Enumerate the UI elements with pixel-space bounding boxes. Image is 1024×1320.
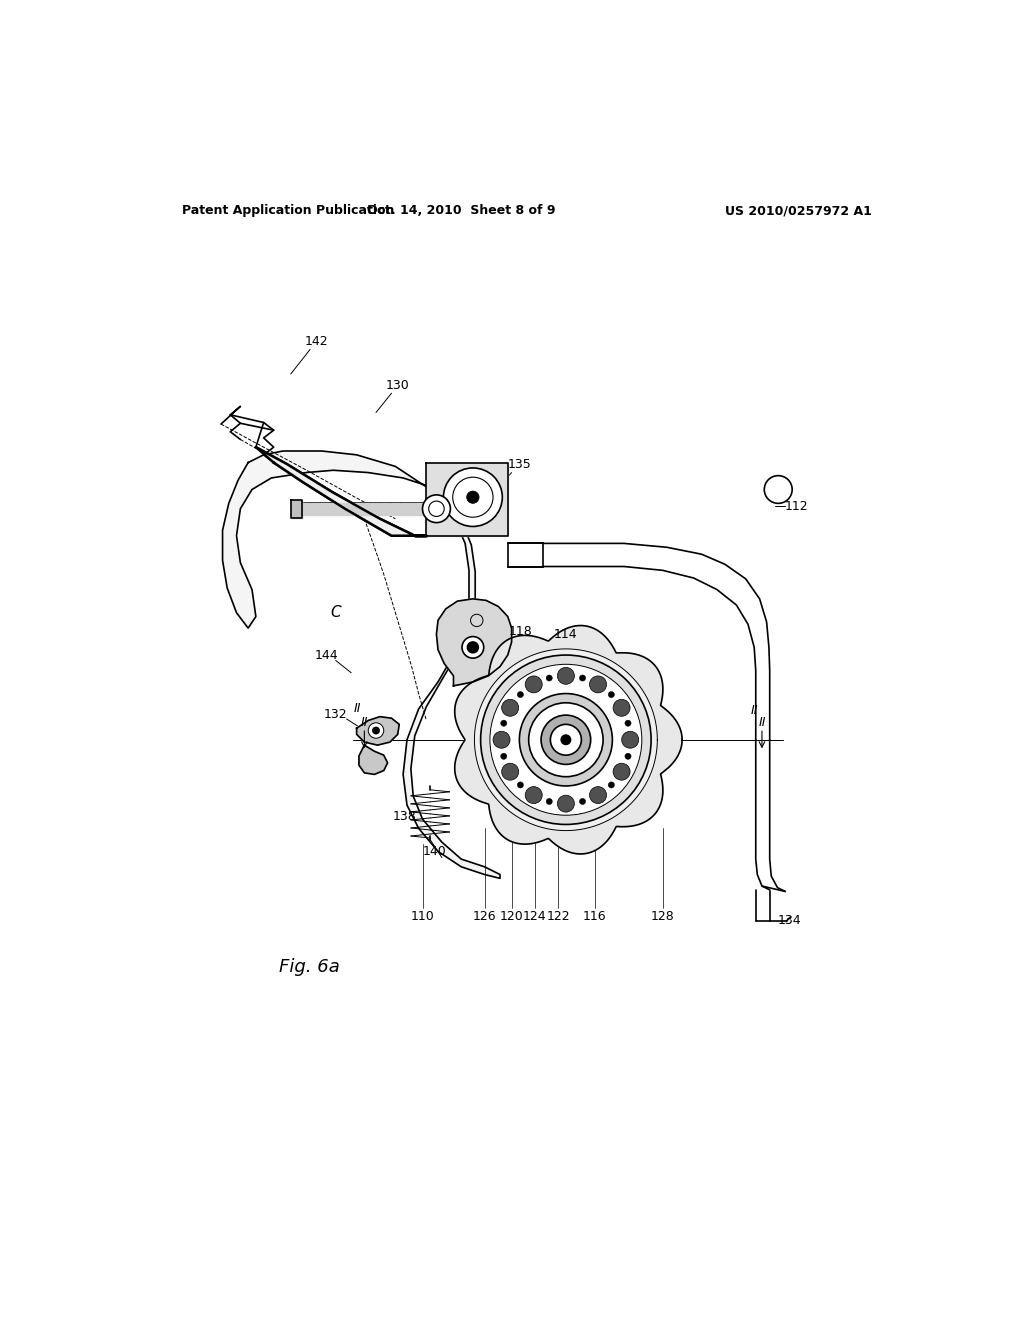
Text: II: II: [360, 717, 368, 730]
Polygon shape: [291, 499, 302, 517]
Circle shape: [373, 727, 379, 734]
Polygon shape: [222, 451, 500, 878]
Text: C: C: [331, 605, 341, 620]
Text: 132: 132: [324, 708, 347, 721]
Circle shape: [489, 664, 642, 816]
Circle shape: [480, 655, 651, 825]
Polygon shape: [436, 599, 512, 686]
Text: 118: 118: [509, 626, 532, 639]
Text: 135: 135: [508, 458, 531, 471]
Polygon shape: [474, 649, 657, 830]
Circle shape: [541, 715, 591, 764]
Circle shape: [501, 754, 507, 759]
Circle shape: [608, 692, 614, 698]
Polygon shape: [426, 462, 508, 536]
Text: 122: 122: [547, 911, 570, 924]
Circle shape: [557, 795, 574, 812]
Circle shape: [608, 781, 614, 788]
Text: 116: 116: [583, 911, 606, 924]
Circle shape: [764, 475, 793, 503]
Circle shape: [546, 799, 552, 805]
Circle shape: [550, 725, 582, 755]
Circle shape: [462, 636, 483, 659]
Text: 140: 140: [422, 845, 446, 858]
Text: 126: 126: [473, 911, 497, 924]
Circle shape: [501, 721, 507, 726]
Text: 128: 128: [651, 911, 675, 924]
Polygon shape: [256, 447, 426, 536]
Text: 120: 120: [500, 911, 523, 924]
Circle shape: [528, 702, 603, 776]
Circle shape: [443, 469, 503, 527]
Circle shape: [525, 676, 543, 693]
Circle shape: [517, 781, 523, 788]
Text: 142: 142: [304, 335, 328, 348]
Text: II: II: [758, 717, 766, 730]
Text: Patent Application Publication: Patent Application Publication: [182, 205, 394, 218]
Circle shape: [580, 799, 586, 805]
Circle shape: [502, 700, 519, 717]
Circle shape: [467, 642, 478, 653]
Text: 114: 114: [554, 628, 578, 640]
Circle shape: [525, 787, 543, 804]
Circle shape: [546, 675, 552, 681]
Text: 134: 134: [777, 915, 801, 927]
Circle shape: [369, 723, 384, 738]
Circle shape: [625, 754, 631, 759]
Text: II: II: [353, 702, 361, 715]
Text: II: II: [751, 704, 758, 717]
Text: Fig. 6a: Fig. 6a: [280, 958, 340, 975]
Circle shape: [423, 495, 451, 523]
Text: Oct. 14, 2010  Sheet 8 of 9: Oct. 14, 2010 Sheet 8 of 9: [367, 205, 555, 218]
Circle shape: [622, 731, 639, 748]
Text: 112: 112: [784, 500, 808, 513]
Polygon shape: [356, 717, 399, 744]
Circle shape: [590, 676, 606, 693]
Text: 110: 110: [411, 911, 434, 924]
Text: US 2010/0257972 A1: US 2010/0257972 A1: [725, 205, 872, 218]
Circle shape: [493, 731, 510, 748]
Circle shape: [613, 763, 630, 780]
Circle shape: [625, 721, 631, 726]
Circle shape: [580, 675, 586, 681]
Text: 124: 124: [523, 911, 547, 924]
Circle shape: [517, 692, 523, 698]
Circle shape: [467, 491, 479, 503]
Text: 144: 144: [314, 648, 338, 661]
Circle shape: [519, 693, 612, 785]
Circle shape: [557, 668, 574, 684]
Text: 130: 130: [386, 379, 410, 392]
Circle shape: [613, 700, 630, 717]
Text: 138: 138: [393, 810, 417, 824]
Polygon shape: [455, 626, 682, 854]
Circle shape: [561, 735, 570, 744]
Circle shape: [502, 763, 519, 780]
Circle shape: [590, 787, 606, 804]
Polygon shape: [359, 744, 388, 775]
